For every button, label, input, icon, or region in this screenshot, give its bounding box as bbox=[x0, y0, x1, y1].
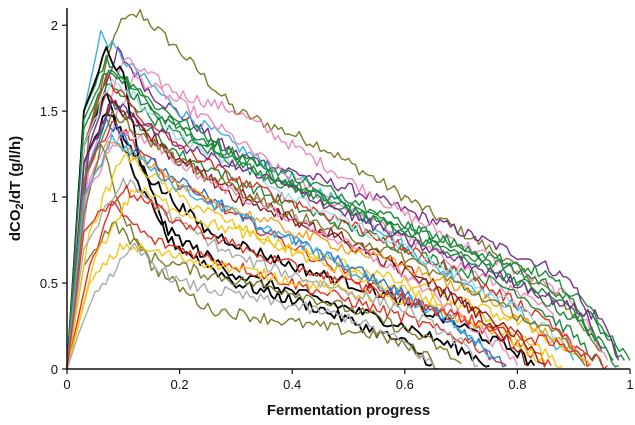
series-line-20 bbox=[66, 187, 586, 370]
series-line-22 bbox=[66, 242, 434, 370]
y-tick-label: 0.5 bbox=[40, 276, 58, 291]
y-tick-label: 1.5 bbox=[40, 104, 58, 119]
series-line-9 bbox=[66, 98, 603, 370]
axes-layer bbox=[66, 8, 630, 370]
x-tick-label: 0.2 bbox=[171, 377, 189, 392]
series-line-33 bbox=[66, 184, 608, 370]
series-layer bbox=[66, 8, 631, 370]
ticks-layer: 0 0.2 0.4 0.6 0.8 1 0 0.5 1 1.5 2 bbox=[40, 18, 634, 392]
series-line-26 bbox=[66, 78, 586, 370]
series-line-32 bbox=[66, 134, 496, 370]
x-tick-label: 0.8 bbox=[508, 377, 526, 392]
series-line-31 bbox=[66, 110, 586, 370]
y-tick-label: 1 bbox=[51, 190, 58, 205]
series-line-6 bbox=[66, 54, 625, 370]
x-tick-label: 1 bbox=[626, 377, 633, 392]
series-line-1 bbox=[66, 8, 603, 370]
y-tick-label: 0 bbox=[51, 362, 58, 377]
y-axis-title: dCO2/dT (g/l/h) bbox=[7, 136, 26, 241]
y-axis-title-part-2: /dT (g/l/h) bbox=[7, 136, 24, 203]
series-line-3 bbox=[66, 29, 575, 370]
series-line-28 bbox=[66, 140, 592, 370]
x-axis-title: Fermentation progress bbox=[267, 402, 430, 419]
series-line-30 bbox=[66, 71, 631, 370]
series-line-21 bbox=[66, 177, 479, 370]
x-tick-label: 0.6 bbox=[396, 377, 414, 392]
series-line-14 bbox=[66, 220, 462, 370]
x-tick-label: 0.4 bbox=[283, 377, 301, 392]
series-line-2 bbox=[66, 46, 603, 370]
series-line-5 bbox=[66, 72, 585, 370]
series-line-27 bbox=[66, 127, 519, 370]
series-line-23 bbox=[66, 91, 546, 370]
series-line-11 bbox=[66, 91, 490, 370]
series-line-8 bbox=[66, 83, 619, 370]
x-tick-label: 0 bbox=[63, 377, 70, 392]
y-tick-label: 2 bbox=[51, 18, 58, 33]
series-line-24 bbox=[66, 99, 529, 370]
series-line-15 bbox=[66, 73, 592, 370]
series-line-16 bbox=[66, 200, 507, 370]
y-axis-title-subscript: 2 bbox=[14, 203, 26, 209]
series-line-13 bbox=[66, 143, 439, 370]
y-axis-title-part-1: dCO bbox=[7, 209, 24, 241]
series-line-29 bbox=[66, 99, 620, 370]
